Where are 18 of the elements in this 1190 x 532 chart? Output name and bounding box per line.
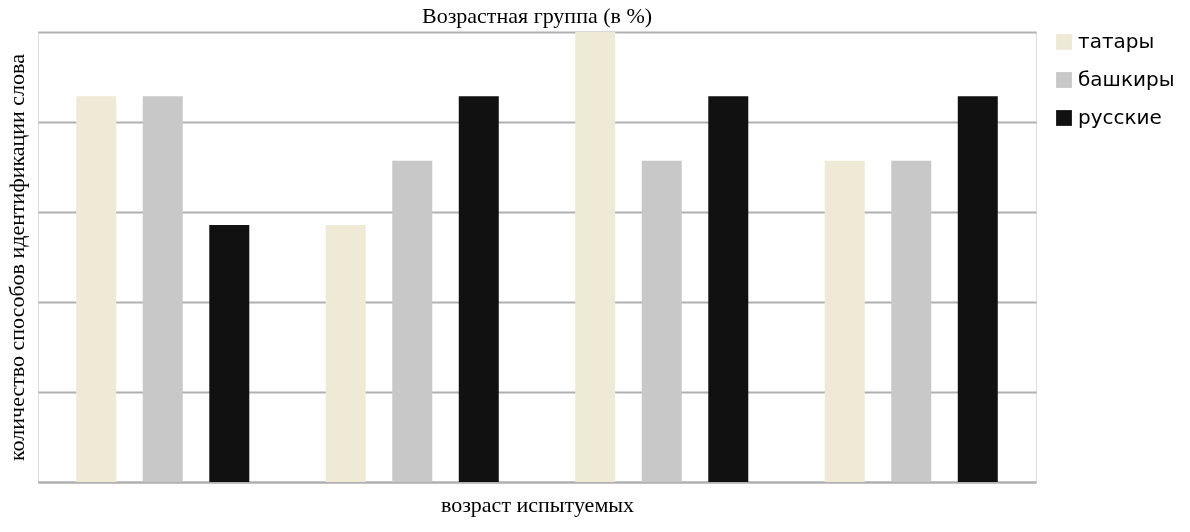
bar	[458, 96, 499, 482]
bar	[209, 225, 250, 482]
bar	[142, 96, 183, 482]
x-axis-title: возраст испытуемых	[440, 491, 635, 517]
bar	[957, 96, 998, 482]
bar	[824, 160, 865, 482]
chart-title: Возрастная группа (в %)	[421, 3, 653, 28]
legend-label: татары	[1078, 29, 1155, 53]
y-axis-title: количество способов идентификации слова	[3, 53, 29, 461]
bar	[325, 225, 366, 482]
bar	[891, 160, 932, 482]
bar	[708, 96, 749, 482]
bar	[641, 160, 682, 482]
bar	[575, 32, 616, 482]
legend-label: башкиры	[1078, 67, 1175, 91]
legend-label: русские	[1078, 105, 1162, 129]
bar	[76, 96, 117, 482]
bar	[392, 160, 433, 482]
